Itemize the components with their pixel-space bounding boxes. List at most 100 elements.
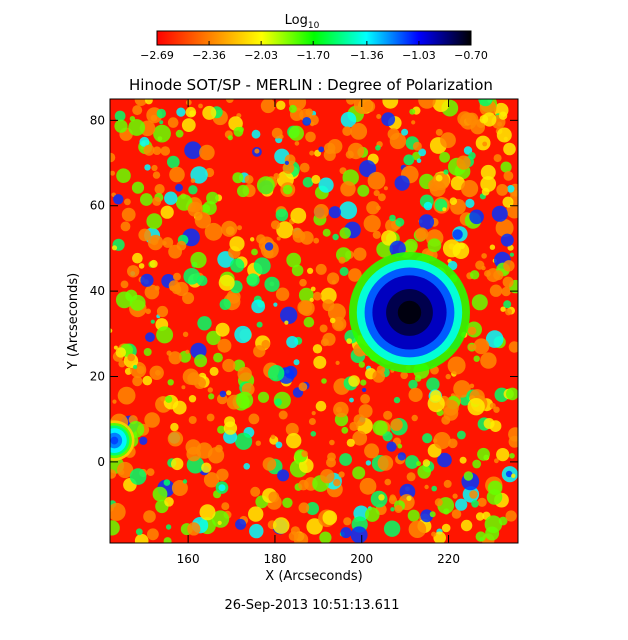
- texture-patch: [298, 479, 309, 491]
- edge-blob-ring: [110, 436, 119, 445]
- texture-patch: [345, 150, 354, 159]
- texture-patch: [452, 229, 463, 240]
- plot-frame: [109, 98, 519, 544]
- texture-patch: [198, 103, 203, 109]
- heatmap-features: [110, 251, 470, 461]
- texture-patch: [144, 164, 151, 171]
- texture-patch: [431, 531, 437, 537]
- texture-patch: [235, 432, 253, 450]
- texture-patch: [418, 214, 435, 230]
- texture-patch: [469, 383, 475, 389]
- texture-patch: [505, 308, 512, 316]
- texture-patch: [143, 510, 156, 523]
- texture-patch: [292, 230, 306, 243]
- texture-patch: [219, 390, 227, 398]
- texture-patch: [359, 477, 377, 495]
- texture-patch: [496, 127, 512, 143]
- texture-patch: [140, 193, 153, 206]
- colorbar-tick-label: −2.36: [192, 49, 226, 62]
- texture-patch: [319, 324, 328, 333]
- texture-patch: [364, 443, 380, 459]
- texture-patch: [404, 238, 418, 253]
- texture-patch: [503, 300, 512, 309]
- x-tick-label: 220: [437, 552, 460, 566]
- texture-patch: [145, 308, 151, 315]
- texture-patch: [256, 321, 263, 328]
- texture-patch: [429, 180, 446, 197]
- texture-patch: [165, 395, 173, 403]
- texture-patch: [340, 111, 357, 128]
- texture-patch: [400, 371, 409, 380]
- texture-patch: [313, 291, 322, 301]
- texture-patch: [168, 351, 182, 365]
- texture-patch: [275, 441, 283, 449]
- texture-patch: [311, 411, 316, 416]
- texture-patch: [451, 509, 462, 519]
- texture-patch: [268, 491, 280, 503]
- texture-patch: [165, 524, 172, 530]
- texture-patch: [468, 344, 475, 351]
- texture-patch: [299, 458, 314, 474]
- texture-patch: [480, 176, 497, 192]
- texture-patch: [117, 386, 136, 405]
- texture-patch: [366, 201, 380, 215]
- y-tick-label: 40: [90, 284, 105, 298]
- texture-patch: [167, 117, 179, 128]
- texture-patch: [185, 99, 192, 106]
- texture-patch: [152, 196, 162, 206]
- texture-patch: [405, 455, 419, 469]
- texture-patch: [282, 497, 293, 508]
- texture-patch: [152, 171, 161, 179]
- texture-patch: [203, 472, 220, 488]
- texture-patch: [350, 526, 368, 543]
- texture-patch: [118, 360, 126, 368]
- texture-patch: [376, 205, 381, 211]
- texture-patch: [305, 108, 314, 116]
- texture-patch: [416, 158, 422, 163]
- texture-patch: [493, 270, 504, 281]
- texture-patch: [328, 206, 341, 219]
- texture-patch: [348, 375, 360, 387]
- texture-patch: [138, 263, 145, 269]
- texture-patch: [341, 426, 349, 434]
- texture-patch: [397, 452, 406, 461]
- texture-patch: [394, 175, 410, 191]
- texture-patch: [332, 233, 339, 241]
- texture-patch: [136, 366, 145, 374]
- texture-patch: [152, 146, 162, 155]
- texture-patch: [321, 378, 327, 384]
- texture-patch: [456, 155, 471, 170]
- texture-patch: [375, 145, 381, 151]
- texture-patch: [149, 259, 158, 268]
- texture-patch: [422, 459, 431, 467]
- texture-patch: [113, 345, 118, 350]
- texture-patch: [302, 117, 312, 126]
- timestamp: 26-Sep-2013 10:51:13.611: [225, 598, 400, 613]
- y-axis-label: Y (Arcseconds): [66, 273, 81, 370]
- texture-patch: [160, 146, 171, 156]
- texture-patch: [284, 365, 298, 379]
- texture-patch: [288, 531, 299, 541]
- texture-patch: [336, 406, 342, 413]
- texture-patch: [110, 502, 126, 521]
- texture-patch: [471, 500, 479, 508]
- y-tick-label: 80: [90, 113, 105, 127]
- texture-patch: [280, 306, 298, 324]
- texture-patch: [257, 391, 270, 403]
- texture-patch: [116, 168, 131, 183]
- texture-patch: [383, 186, 388, 191]
- texture-patch: [248, 506, 264, 522]
- texture-patch: [503, 171, 514, 181]
- texture-patch: [443, 508, 450, 515]
- texture-patch: [298, 502, 310, 514]
- texture-patch: [244, 175, 254, 184]
- texture-patch: [340, 181, 356, 197]
- texture-patch: [445, 373, 451, 380]
- texture-patch: [387, 128, 400, 141]
- texture-patch: [358, 404, 373, 419]
- texture-patch: [129, 468, 147, 485]
- colorbar-label: Log10: [285, 13, 320, 31]
- texture-patch: [378, 494, 385, 501]
- texture-patch: [395, 217, 405, 227]
- texture-patch: [482, 141, 488, 147]
